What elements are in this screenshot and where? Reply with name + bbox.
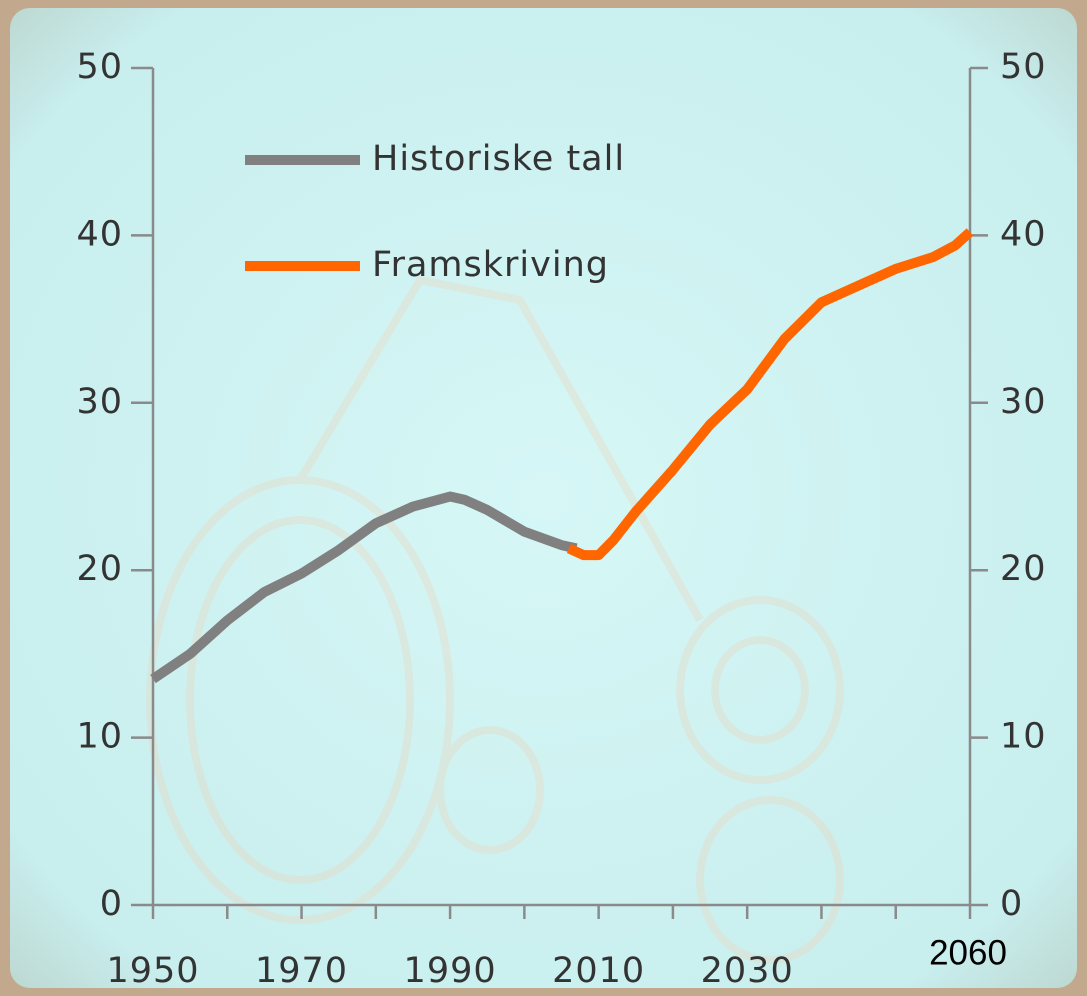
y-tick-label: 50 <box>76 47 123 87</box>
y-tick-label: 0 <box>100 884 123 924</box>
x-tick-label: 2010 <box>552 951 645 991</box>
y-tick-label: 10 <box>76 717 123 757</box>
y2-tick-label: 40 <box>1000 214 1047 254</box>
x-tick-label-end: 2060 <box>929 933 1007 972</box>
x-tick-label: 1950 <box>106 951 199 991</box>
x-tick-label: 1990 <box>404 951 497 991</box>
y2-tick-label: 50 <box>1000 47 1047 87</box>
x-tick-label: 2030 <box>701 951 794 991</box>
y-tick-label: 30 <box>76 382 123 422</box>
y2-tick-label: 20 <box>1000 549 1047 589</box>
x-tick-label: 1970 <box>255 951 348 991</box>
y-tick-label: 20 <box>76 549 123 589</box>
legend-label: Historiske tall <box>372 139 625 179</box>
y2-tick-label: 30 <box>1000 382 1047 422</box>
chart: 0102030405001020304050195019701990201020… <box>0 0 1087 996</box>
y2-tick-label: 0 <box>1000 884 1023 924</box>
y2-tick-label: 10 <box>1000 717 1047 757</box>
page: {"chart_data": { "type": "line", "x_labe… <box>0 0 1087 996</box>
legend-label: Framskriving <box>372 245 609 285</box>
y-tick-label: 40 <box>76 214 123 254</box>
